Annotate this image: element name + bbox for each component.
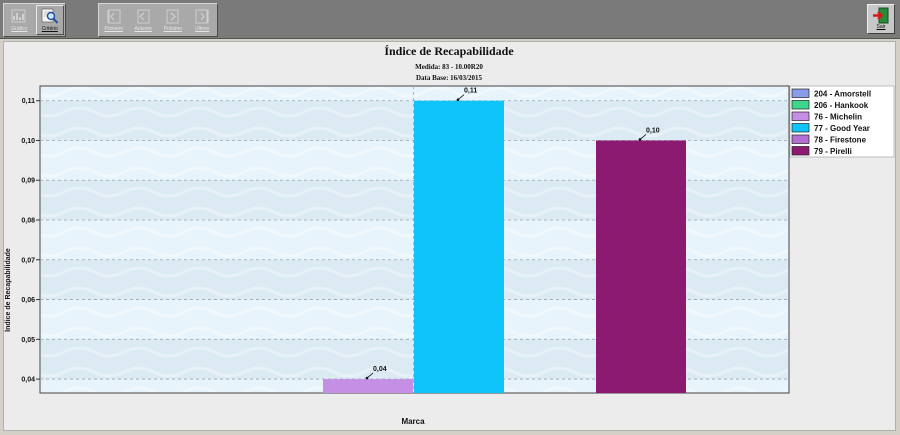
y-tick-label: 0,09	[21, 178, 35, 185]
next-record-label: Próximo	[163, 26, 182, 32]
next-record-icon	[166, 9, 179, 24]
y-axis-ticks: 0,04 0,05 0,06 0,07 0,08 0,09 0,10 0,11	[21, 98, 40, 384]
exit-button[interactable]: Sair	[867, 4, 895, 34]
chart-icon	[11, 9, 26, 23]
last-record-icon	[195, 9, 209, 24]
bar	[323, 379, 413, 393]
data-label-leader	[457, 94, 465, 101]
y-tick-label: 0,07	[21, 257, 35, 264]
data-label-anchor	[638, 138, 642, 141]
y-tick-label: 0,11	[22, 98, 35, 105]
data-label-leader	[639, 134, 647, 140]
exit-button-label: Sair	[876, 24, 886, 30]
legend-entry: 77 - Good Year	[814, 124, 870, 133]
previous-record-button[interactable]: Anterior	[130, 5, 158, 35]
legend-swatch	[791, 100, 810, 110]
legend-swatch	[791, 123, 810, 133]
chart-button[interactable]: Gráfico	[5, 5, 34, 35]
legend-swatch	[791, 146, 810, 156]
legend-swatch	[791, 134, 810, 144]
magnifier-icon	[41, 8, 58, 24]
y-tick-label: 0,06	[21, 297, 35, 304]
legend-swatch	[791, 111, 810, 121]
first-record-icon	[107, 9, 121, 24]
data-label-anchor	[365, 376, 369, 380]
next-record-button[interactable]: Próximo	[159, 5, 187, 35]
record-navigation-group: Primeiro Anterior Próximo Último	[98, 3, 218, 37]
legend-entry: 204 - Amorstell	[814, 90, 871, 99]
x-axis-label: Marca	[401, 417, 425, 426]
y-tick-label: 0,10	[21, 138, 35, 145]
bar	[414, 100, 504, 393]
last-record-button[interactable]: Último	[189, 5, 217, 35]
last-record-label: Último	[195, 26, 210, 32]
criteria-button-label: Critério	[41, 26, 58, 32]
legend: 204 - Amorstell 206 - Hankook 76 - Micheli…	[789, 85, 895, 158]
previous-record-label: Anterior	[134, 26, 152, 32]
data-label-anchor	[456, 98, 460, 102]
legend-entry: 76 - Michelin	[814, 113, 862, 122]
chart-subtitle-measure: Medida: 83 - 10.00R20	[415, 63, 483, 71]
legend-entry: 78 - Firestone	[814, 136, 867, 145]
bar	[596, 140, 686, 393]
y-tick-label: 0,04	[21, 377, 35, 384]
toolbar: Gráfico Critério Primeiro Anter	[0, 0, 900, 39]
first-record-label: Primeiro	[104, 26, 124, 32]
first-record-button[interactable]: Primeiro	[100, 5, 128, 35]
y-tick-label: 0,05	[21, 337, 35, 344]
chart-panel: Índice de Recapabilidade Medida: 83 - 10…	[3, 41, 896, 431]
y-axis-label: Índice de Recapabilidade	[4, 248, 12, 332]
data-label: 0,11	[464, 88, 477, 95]
legend-entry: 79 - Pirelli	[814, 147, 852, 156]
data-label-leader	[366, 372, 374, 379]
criteria-button[interactable]: Critério	[35, 5, 64, 35]
chart-button-label: Gráfico	[11, 26, 28, 32]
view-button-group: Gráfico Critério	[3, 3, 66, 37]
previous-record-icon	[137, 9, 150, 24]
exit-door-icon	[873, 7, 889, 24]
data-label: 0,10	[646, 127, 660, 134]
legend-entry: 206 - Hankook	[814, 101, 869, 110]
chart-title: Índice de Recapabilidade	[384, 44, 514, 58]
chart-subtitle-date: Data Base: 16/03/2015	[416, 74, 483, 82]
bars: 0,04 0,11 0,10	[323, 88, 686, 393]
bar-chart: Índice de Recapabilidade Medida: 83 - 10…	[3, 44, 895, 426]
data-label: 0,04	[373, 366, 387, 373]
legend-swatch	[791, 88, 810, 98]
y-tick-label: 0,08	[21, 218, 35, 225]
